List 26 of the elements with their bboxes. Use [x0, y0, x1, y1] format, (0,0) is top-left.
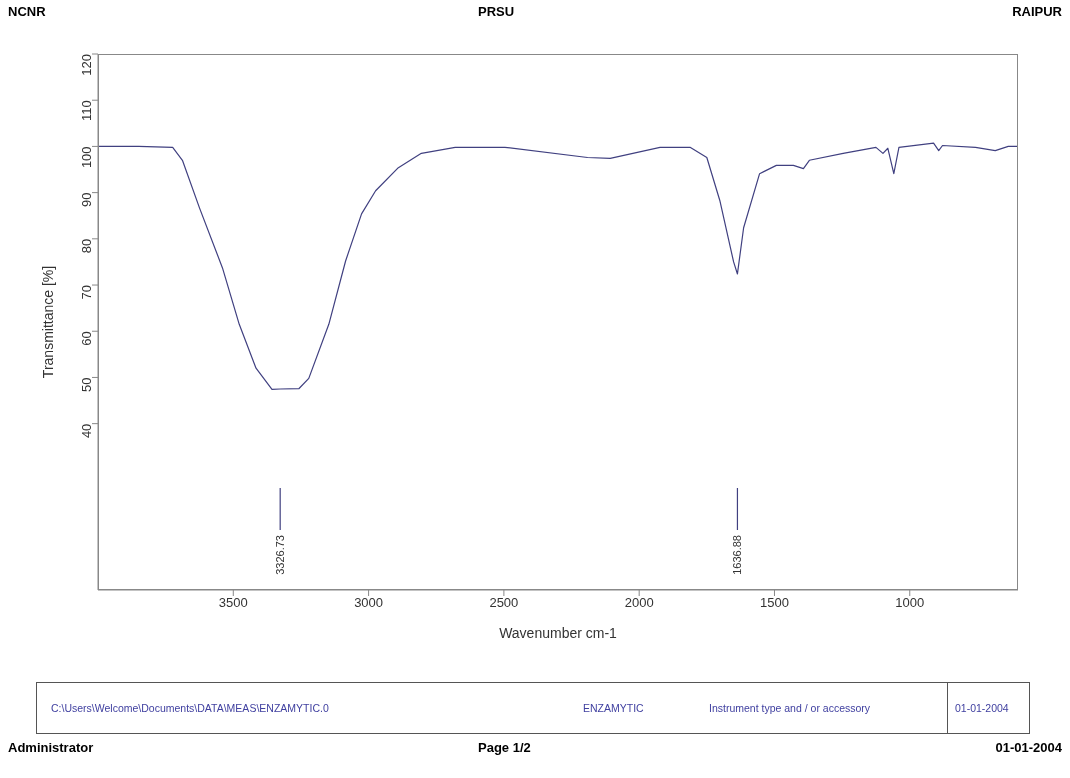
y-tick-label: 60: [78, 331, 94, 346]
y-tick-label: 120: [78, 54, 94, 76]
y-tick-label: 100: [78, 146, 94, 169]
y-axis-title: Transmittance [%]: [39, 265, 56, 379]
x-tick-label: 1000: [895, 595, 925, 611]
ref-line-label: 1636.88: [731, 535, 744, 575]
ref-line-label: 3326.73: [274, 535, 287, 575]
x-tick-label: 3000: [354, 595, 384, 611]
y-tick-label: 90: [78, 192, 94, 208]
text: 01-01-2004: [995, 740, 1062, 755]
info-box: C:\Users\Welcome\Documents\DATA\MEAS\ENZAMYTIC.0 ENZAMYTIC Instrument type and / or accessory 01-01-2004: [36, 682, 1030, 734]
y-tick-label: 110: [78, 100, 94, 121]
y-tick-label: 70: [78, 285, 94, 300]
text: NCNR: [8, 4, 46, 19]
x-tick-label: 2500: [489, 595, 519, 611]
y-tick-label: 50: [78, 377, 94, 392]
x-tick-label: 1500: [760, 595, 789, 611]
y-tick-label: 80: [78, 238, 94, 254]
text: PRSU: [478, 4, 515, 19]
x-tick-label: 3500: [218, 595, 248, 611]
text: RAIPUR: [1012, 4, 1062, 19]
x-tick-label: 2000: [624, 595, 654, 611]
text: Administrator: [8, 740, 94, 755]
y-tick-label: 40: [78, 423, 94, 439]
x-axis-title: Wavenumber cm-1: [499, 625, 618, 641]
text: Page 1/2: [478, 740, 531, 755]
